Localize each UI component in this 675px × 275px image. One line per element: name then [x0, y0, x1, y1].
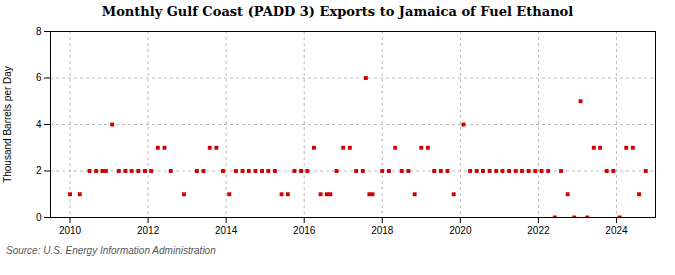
svg-text:8: 8 — [36, 26, 42, 37]
svg-text:2010: 2010 — [59, 225, 82, 236]
svg-text:2022: 2022 — [527, 225, 550, 236]
html-text:Monthly Gulf Coast (PADD 3) Ex: Monthly Gulf Coast (PADD 3) Exports to J… — [101, 4, 574, 19]
html-text:Source: U.S. Energy Informatio: Source: U.S. Energy Information Administ… — [6, 245, 216, 256]
svg-text:2: 2 — [36, 165, 42, 176]
svg-text:2014: 2014 — [215, 225, 238, 236]
svg-text:6: 6 — [36, 72, 42, 83]
svg-text:4: 4 — [36, 119, 42, 130]
svg-text:0: 0 — [36, 212, 42, 223]
svg-text:2012: 2012 — [137, 225, 160, 236]
svg-text:2020: 2020 — [449, 225, 472, 236]
svg-text:2024: 2024 — [605, 225, 628, 236]
svg-text:Thousand Barrels per Day: Thousand Barrels per Day — [2, 66, 13, 183]
svg-text:2016: 2016 — [293, 225, 316, 236]
svg-text:2018: 2018 — [371, 225, 394, 236]
